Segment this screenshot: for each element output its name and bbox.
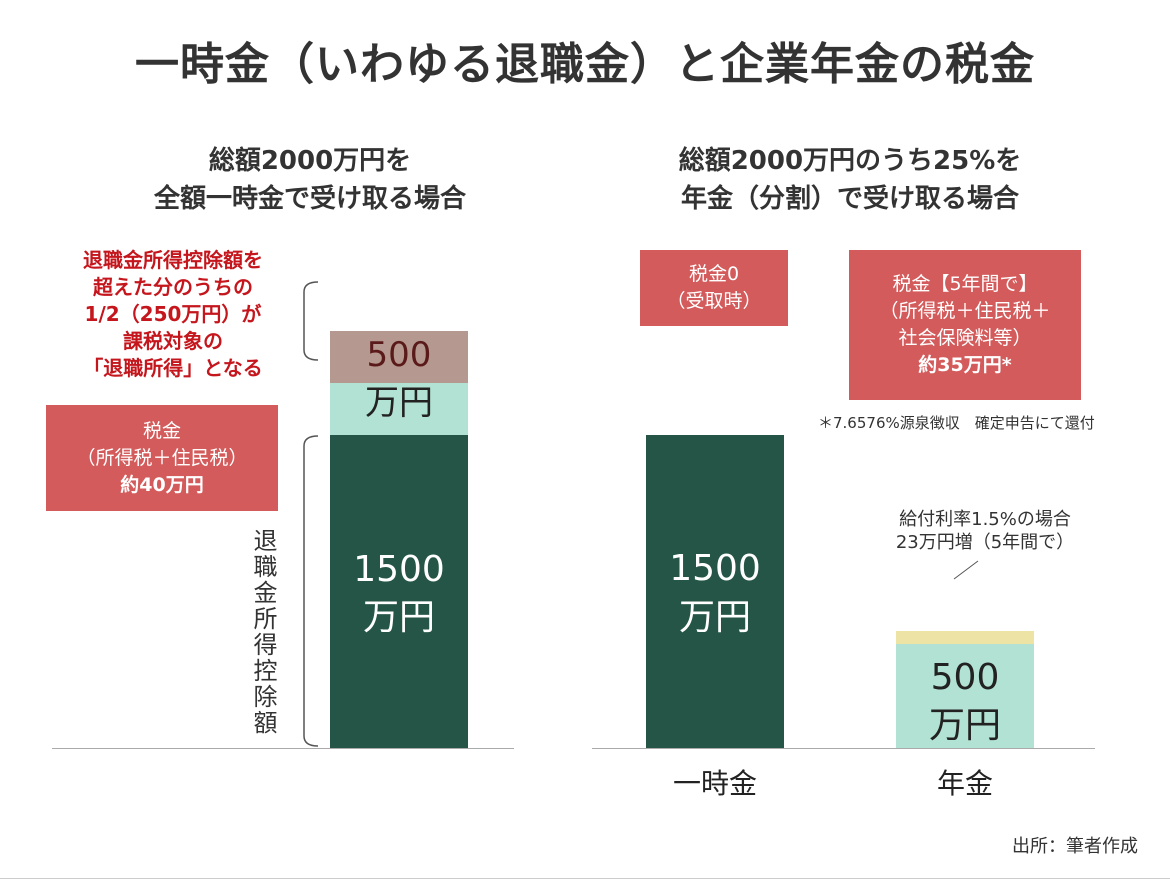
stacked-segment-2 [330,330,468,383]
tax-box-line: （受取時） [666,290,762,312]
right-subtitle-line1: 総額2000万円のうち25%を [678,146,1022,176]
source-credit: 出所：筆者作成 [1012,836,1138,857]
note-line: 1/2（250万円）が [84,302,262,326]
bar-label-0: 1500 万円 [646,545,784,642]
interest-pointer-line [953,560,979,580]
left-subtitle: 総額2000万円を 全額一時金で受け取る場合 [110,142,510,218]
x-label-lump-sum: 一時金 [672,767,757,800]
bar-value-label: 万円 [678,596,751,638]
right-baseline [592,748,1095,749]
bar-value-label: 1500 [353,548,445,590]
bar-value-label: 万円 [928,705,1001,747]
taxable-income-note: 退職金所得控除額を 超えた分のうちの 1/2（250万円）が 課税対象の 「退職… [52,247,294,382]
bar-value-label: 1500 [669,548,761,589]
bottom-divider [0,878,1170,879]
left-subtitle-line1: 総額2000万円を [208,146,412,176]
segment-label-500: 500 [330,333,468,379]
upper-bracket [303,281,319,361]
interest-note-line: 23万円増（5年間で） [895,532,1075,553]
tax-box-line: （所得税＋住民税＋ [879,300,1051,322]
withholding-footnote: ＊7.6576%源泉徴収 確定申告にて還付 [818,414,1095,432]
stacked-segment-0 [330,435,468,748]
right-subtitle-line2: 年金（分割）で受け取る場合 [680,184,1019,214]
deduction-vertical-label: 退職金所得控除額 [249,528,277,736]
bar-label-1: 500 万円 [896,654,1034,751]
tax-box-line: 税金【5年間で】 [892,273,1038,295]
tax-box-line: 税金 [142,419,181,442]
left-baseline [52,748,514,749]
bar-interest-increase [896,630,1034,644]
bar-lump-sum [646,435,784,748]
bar-value-label: 500 [366,334,432,375]
bar-annuity [896,643,1034,748]
tax-box-amount: 約35万円* [918,354,1012,376]
interest-note-line: 給付利率1.5%の場合 [899,509,1071,530]
page-title: 一時金（いわゆる退職金）と企業年金の税金 [135,39,1035,90]
right-subtitle: 総額2000万円のうち25%を 年金（分割）で受け取る場合 [620,142,1080,218]
note-line: 退職金所得控除額を [83,248,263,272]
lump-sum-tax-box: 税金 （所得税＋住民税） 約40万円 [46,405,278,511]
bar-value-label: 万円 [365,382,433,423]
tax-box-line: 社会保険料等） [898,327,1032,349]
note-line: 超えた分のうちの [93,275,253,299]
interest-note: 給付利率1.5%の場合 23万円増（5年間で） [870,508,1100,554]
lower-bracket [303,435,319,747]
note-line: 課税対象の [123,329,223,353]
annuity-receipt-tax-box: 税金0 （受取時） [640,250,788,326]
bar-value-label: 500 [930,656,1000,698]
note-line: 「退職所得」となる [83,356,263,380]
segment-label-1500: 1500 万円 [330,546,468,643]
x-label-annuity: 年金 [936,767,993,800]
brackets [303,281,319,747]
bar-value-label: 万円 [362,597,435,639]
stacked-segment-1 [330,382,468,435]
annuity-5year-tax-box: 税金【5年間で】 （所得税＋住民税＋ 社会保険料等） 約35万円* [849,250,1081,400]
left-subtitle-line2: 全額一時金で受け取る場合 [153,184,466,214]
tax-box-line: （所得税＋住民税） [76,446,248,469]
segment-label-manen: 万円 [330,381,468,427]
tax-box-line: 税金0 [688,263,740,285]
tax-box-amount: 約40万円 [120,473,204,496]
